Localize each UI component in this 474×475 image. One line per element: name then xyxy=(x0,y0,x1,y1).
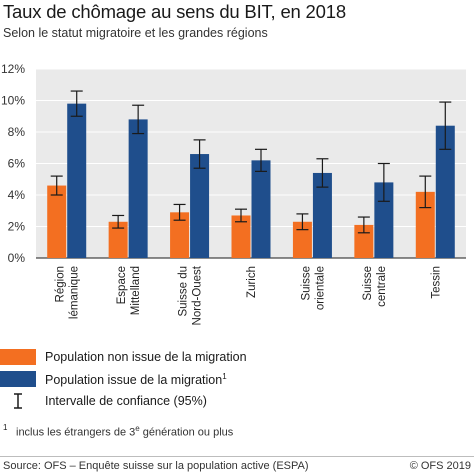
bar-migrant xyxy=(67,103,87,259)
x-category-label-line: Nord-Ouest xyxy=(192,265,204,325)
x-category-label-line: centrale xyxy=(376,266,388,307)
x-category-label-line: Suisse xyxy=(362,266,374,301)
y-tick-label: 8% xyxy=(8,125,26,139)
chart-title: Taux de chômage au sens du BIT, en 2018 xyxy=(3,1,346,22)
y-tick-label: 0% xyxy=(8,251,26,265)
x-category-label: Zurich xyxy=(246,266,258,298)
legend-footnote-mark: 1 xyxy=(222,372,227,381)
bar-non-migrant xyxy=(170,212,190,258)
confidence-interval-icon xyxy=(14,393,22,409)
legend-swatch-migrant xyxy=(0,371,36,387)
x-category-label: Espace Mittelland xyxy=(116,266,142,315)
x-category-label: Tessin xyxy=(430,266,442,299)
y-tick-label: 6% xyxy=(8,157,26,171)
copyright: © OFS 2019 xyxy=(409,460,471,472)
source-note: Source: OFS – Enquête suisse sur la popu… xyxy=(3,460,309,472)
bar-non-migrant xyxy=(47,185,67,258)
bar-non-migrant xyxy=(231,215,251,258)
y-tick-label: 2% xyxy=(8,220,26,234)
footnote-text-before: inclus les étrangers de 3 xyxy=(16,426,136,439)
x-category-label-line: Suisse du xyxy=(178,266,190,317)
x-category-label-line: Tessin xyxy=(430,266,442,299)
footer-divider xyxy=(0,456,474,457)
x-category-label-line: Espace xyxy=(116,266,128,304)
bar-migrant xyxy=(251,160,271,258)
x-category-label-line: lémanique xyxy=(69,266,81,319)
bar-non-migrant xyxy=(415,191,435,258)
bar-migrant xyxy=(312,172,332,258)
x-category-label-line: Suisse xyxy=(300,266,312,301)
bar-migrant xyxy=(435,125,455,258)
x-category-label: Suisse centrale xyxy=(362,266,388,307)
y-tick-label: 10% xyxy=(1,94,25,108)
bar-non-migrant xyxy=(292,221,312,258)
bar-migrant xyxy=(190,154,210,258)
legend-label-ci: Intervalle de confiance (95%) xyxy=(45,394,207,408)
footnote-text: inclus les étrangers de 3e génération ou… xyxy=(16,424,233,439)
footnote-sup: e xyxy=(135,424,140,433)
bar-chart: 0% 2% 4% 6% 8% 10% 12% Région lémanique Espace Mit… xyxy=(1,62,466,325)
x-category-label: Suisse orientale xyxy=(300,266,326,310)
legend-label-non-migrant: Population non issue de la migration xyxy=(45,350,247,364)
x-category-label-line: Zurich xyxy=(246,266,258,298)
footnote-mark: 1 xyxy=(3,423,8,432)
chart-subtitle: Selon le statut migratoire et les grande… xyxy=(3,26,268,40)
bar-migrant xyxy=(128,119,148,259)
legend-swatch-non-migrant xyxy=(0,349,36,365)
x-category-label: Région lémanique xyxy=(55,266,81,319)
legend-label-migrant: Population issue de la migration1 xyxy=(45,372,227,387)
x-category-label: Suisse du Nord-Ouest xyxy=(178,265,204,325)
x-category-label-line: Région xyxy=(55,266,67,302)
legend-label-migrant-text: Population issue de la migration xyxy=(45,373,223,388)
bar-non-migrant xyxy=(108,221,128,258)
x-category-label-line: Mittelland xyxy=(130,266,142,315)
x-category-label-line: orientale xyxy=(314,266,326,310)
y-tick-label: 12% xyxy=(1,62,25,76)
y-tick-label: 4% xyxy=(8,188,26,202)
footnote-text-after: génération ou plus xyxy=(139,426,234,439)
